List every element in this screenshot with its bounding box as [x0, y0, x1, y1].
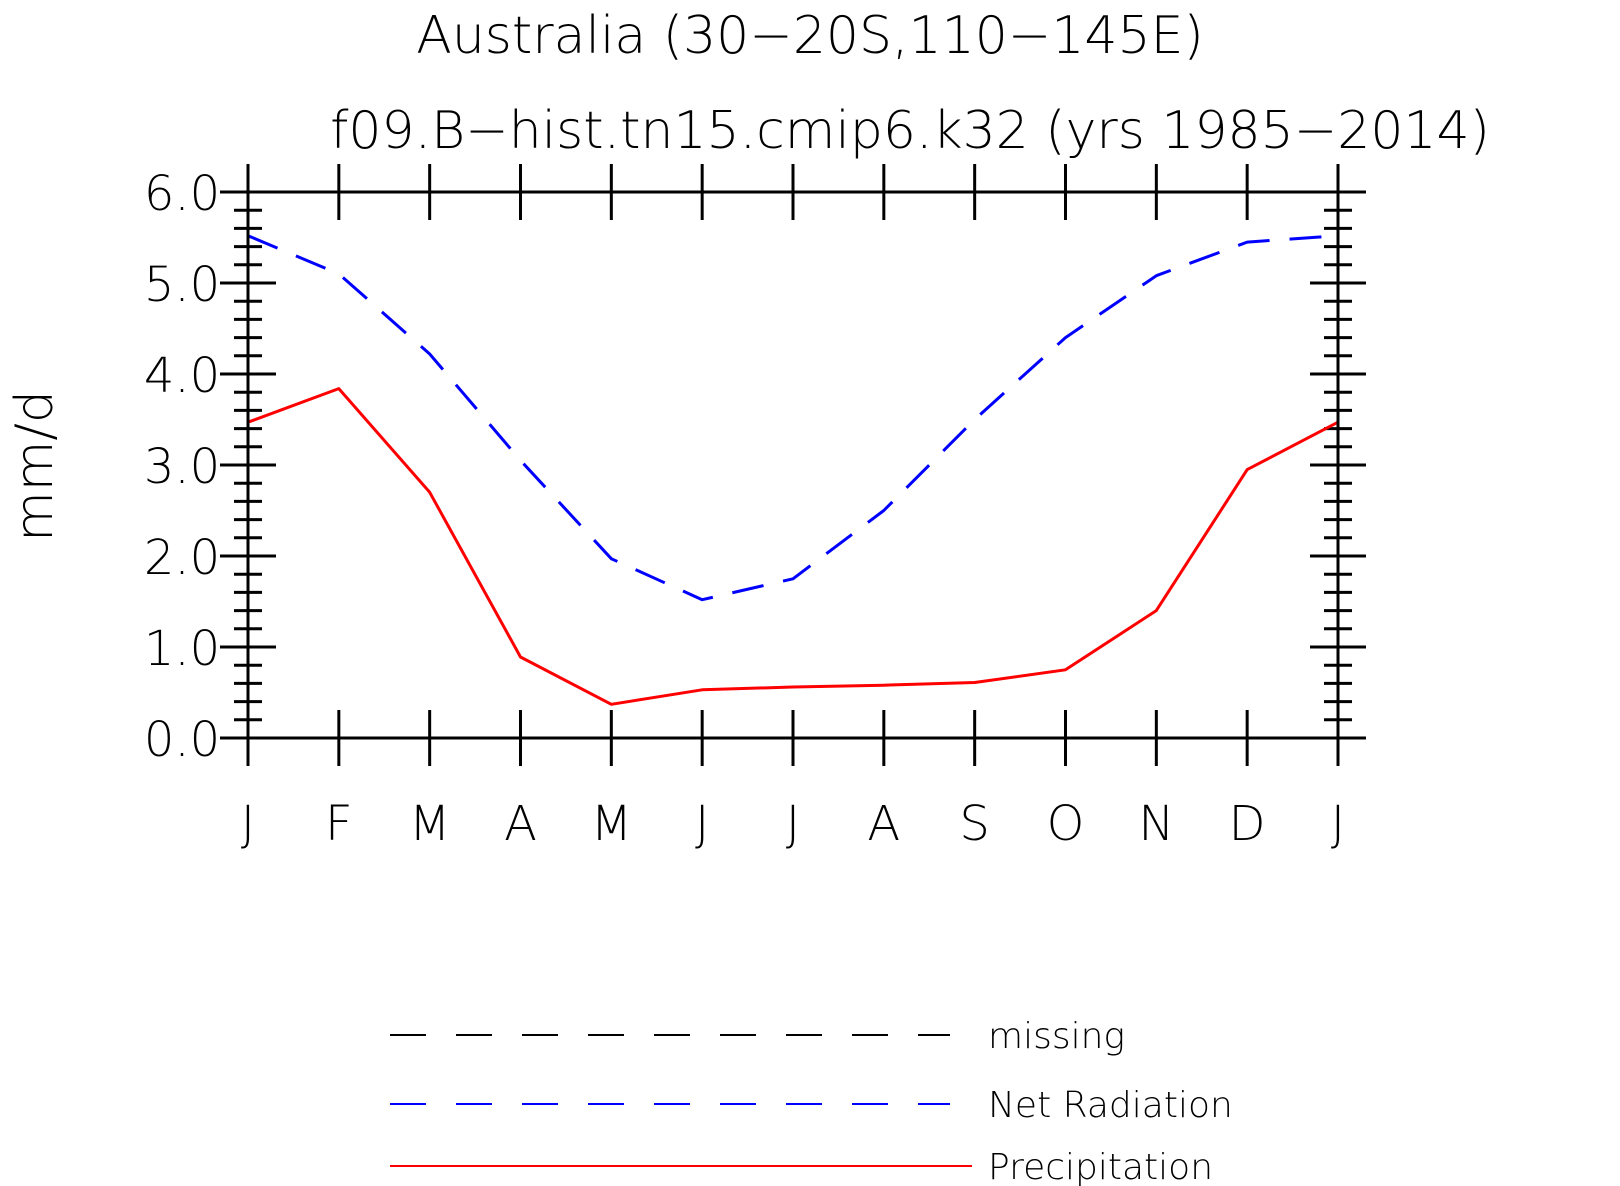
- chart-subtitle: f09.B−hist.tn15.cmip6.k32 (yrs 1985−2014…: [330, 101, 1490, 161]
- x-tick-label: A: [504, 796, 537, 852]
- legend-label: missing: [988, 1016, 1125, 1057]
- y-tick-label: 1.0: [144, 621, 220, 677]
- legend: missing Net Radiation Precipitation: [390, 1016, 1233, 1186]
- series-line-net-radiation: [247, 234, 1339, 602]
- x-tick-label: S: [959, 796, 989, 852]
- x-tick-label: J: [786, 796, 800, 852]
- chart-title: Australia (30−20S,110−145E): [416, 6, 1204, 66]
- y-tick-label: 4.0: [144, 348, 220, 404]
- axis-ticks: [220, 164, 1366, 766]
- y-axis-label: mm/d: [5, 390, 65, 542]
- y-tick-label: 2.0: [144, 530, 220, 586]
- y-tick-label: 3.0: [144, 439, 220, 495]
- legend-label: Net Radiation: [988, 1085, 1233, 1126]
- x-tick-label: J: [241, 796, 255, 852]
- series-line-precipitation: [247, 387, 1339, 706]
- y-tick-label: 5.0: [144, 257, 220, 313]
- x-tick-label: D: [1229, 796, 1266, 852]
- legend-label: Precipitation: [988, 1147, 1213, 1186]
- x-tick-label: J: [695, 796, 709, 852]
- y-tick-labels: 0.0 1.0 2.0 3.0 4.0 5.0 6.0: [144, 166, 220, 768]
- plot-frame: [246, 190, 1340, 740]
- x-tick-label: N: [1138, 796, 1174, 852]
- y-tick-label: 0.0: [144, 712, 220, 768]
- x-tick-label: O: [1047, 796, 1085, 852]
- x-tick-label: M: [409, 796, 450, 852]
- x-tick-label: J: [1331, 796, 1345, 852]
- x-tick-label: F: [325, 796, 353, 852]
- y-tick-label: 6.0: [144, 166, 220, 222]
- x-tick-label: M: [591, 796, 632, 852]
- plot-series: [247, 234, 1339, 706]
- x-tick-label: A: [867, 796, 900, 852]
